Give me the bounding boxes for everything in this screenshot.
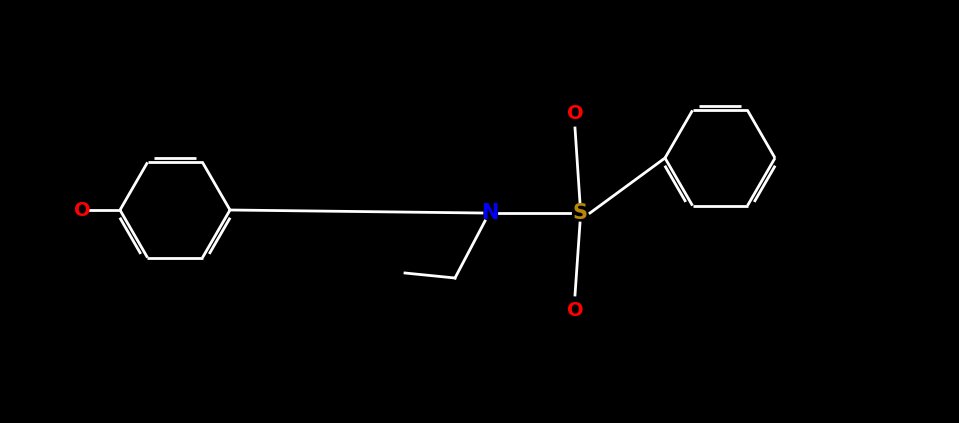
Text: S: S xyxy=(573,203,588,223)
Text: O: O xyxy=(567,300,583,319)
Text: O: O xyxy=(74,201,90,220)
Text: O: O xyxy=(567,104,583,123)
Text: N: N xyxy=(481,203,499,223)
